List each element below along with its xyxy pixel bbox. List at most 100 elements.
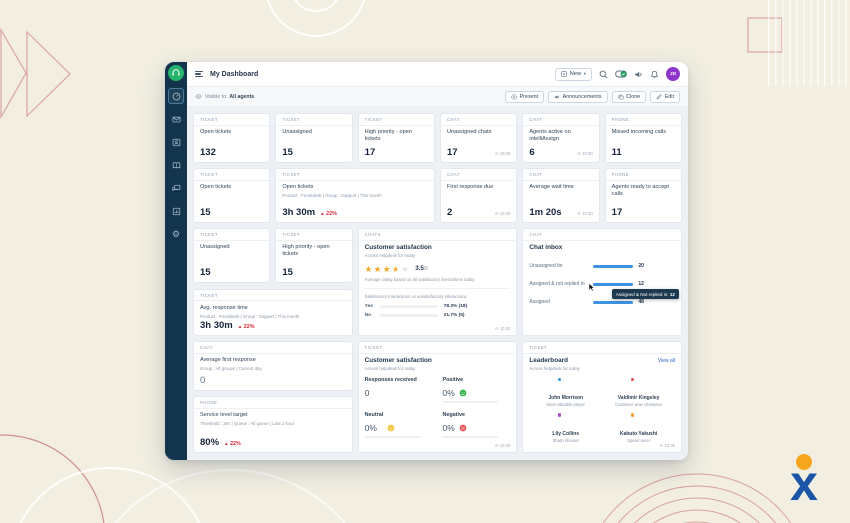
trophy-badge <box>629 376 636 382</box>
copy-icon <box>618 94 624 99</box>
bar-tooltip: Assigned & Not replied in: 12 <box>611 289 679 300</box>
comparison-label: Satisfactory interactions vs unsatisfact… <box>364 294 467 299</box>
arrow-up-icon: ▲ <box>320 211 325 216</box>
decor-concentric-rings <box>602 473 792 523</box>
metric-value: 1m 20s <box>529 207 562 218</box>
positive-cell: Positive 0% <box>442 377 510 403</box>
gear-icon: ⚙ <box>171 228 181 239</box>
clone-button[interactable]: Clone <box>611 90 647 103</box>
view-all-link[interactable]: View all <box>657 358 675 364</box>
freshdesk-logo <box>168 65 184 81</box>
trend-up-badge: ▲ 22% <box>237 324 255 330</box>
panel-subtitle: Across helpdesk for today <box>529 365 580 371</box>
visible-to-value[interactable]: All agents <box>229 93 255 100</box>
metric-value: 6 <box>529 147 535 158</box>
announcements-button[interactable]: Announcements <box>548 90 608 103</box>
leaderboard-person: Lily Collins Sharp shooter <box>529 412 602 443</box>
contact-card-icon <box>172 138 180 146</box>
row4-left-cluster: CHAT Average first response Group : All … <box>193 341 353 453</box>
metric-value: 15 <box>282 267 293 278</box>
sidebar-item-inbox[interactable] <box>168 111 184 127</box>
satisfaction-bar-no: No 21.7% (5) <box>364 313 465 318</box>
sidebar-item-dashboard[interactable] <box>168 88 184 104</box>
widget-leaderboard: TICKET Leaderboard View all Across helpd… <box>522 341 682 453</box>
widget-open-tickets: TICKET Open tickets 132 <box>193 113 271 163</box>
refresh-timestamp: ⟳ 10:30 <box>659 443 675 448</box>
sidebar-item-contacts[interactable] <box>168 134 184 150</box>
rating-value: 3.5/5 <box>415 265 429 273</box>
decor-top-circles <box>266 0 366 37</box>
neutral-cell: Neutral 0% <box>364 412 433 438</box>
widget-ticket-satisfaction: TICKET Customer satisfaction Across help… <box>357 341 518 453</box>
analytics-icon <box>172 207 180 215</box>
search-icon[interactable] <box>599 70 608 79</box>
widget-unassigned-tickets: TICKET Unassigned 15 <box>275 113 353 163</box>
rating-note: Average rating based on all satisfactory… <box>364 277 475 282</box>
new-button-label: New <box>569 71 582 77</box>
sidebar-item-analytics[interactable] <box>168 203 184 219</box>
star-rating-icons: ★★★★★★★★★★ <box>364 263 411 274</box>
metric-value: 15 <box>282 147 293 158</box>
edit-button[interactable]: Edit <box>650 90 680 103</box>
mouse-cursor-icon <box>588 283 595 292</box>
chevron-down-icon: ▾ <box>583 71 586 76</box>
widget-chat-inbox: CHAT Chat inbox Unassigned for 20 Assign… <box>522 228 682 336</box>
refresh-timestamp: ⟳ 10:30 <box>577 151 593 156</box>
inbox-row-assigned-not-replied: Assigned & not replied in 12 <box>529 281 644 287</box>
widget-avg-response-time: TICKET Avg. response time Product : Fres… <box>193 288 353 336</box>
widget-chat-satisfaction: CHATS Customer satisfaction Across helpd… <box>357 228 518 336</box>
availability-toggle-icon[interactable] <box>615 70 627 78</box>
negative-cell: Negative 0% <box>442 412 510 438</box>
metric-value: 17 <box>611 207 623 218</box>
metric-value: 15 <box>200 207 211 218</box>
widget-unassigned-chats: CHAT Unassigned chats 17 ⟳ 10:30 <box>440 113 518 163</box>
widget-service-level-target: PHONE Service level target Threshold : 3… <box>193 396 353 453</box>
panel-title: Leaderboard <box>529 357 569 364</box>
announcements-megaphone-icon[interactable] <box>634 70 643 79</box>
present-icon <box>511 93 517 100</box>
book-icon <box>172 161 180 168</box>
top-bar: My Dashboard New ▾ <box>187 62 688 87</box>
widget-filters: Product : Freshdesk | Group : Support | … <box>200 313 300 319</box>
arrow-up-icon: ▲ <box>237 324 243 329</box>
widget-missed-calls: PHONE Missed incoming calls 11 <box>604 113 682 163</box>
leaderboard-person: Kabuto Yakushi Speed racer <box>602 412 675 443</box>
user-avatar[interactable]: JD <box>666 67 680 81</box>
decor-triangles <box>0 27 71 120</box>
brand-dot <box>796 454 812 470</box>
refresh-timestamp: ⟳ 10:30 <box>495 443 511 448</box>
happy-face-icon <box>459 389 467 396</box>
metric-value: 15 <box>200 267 211 278</box>
sidebar-item-chats[interactable] <box>168 180 184 196</box>
widget-agents-intelliassign: CHAT Agents active on intelliAssign 6 ⟳ … <box>522 113 600 163</box>
page-title: My Dashboard <box>210 70 259 78</box>
sad-face-icon <box>459 424 467 431</box>
toolbar-buttons: Present Announcements Clone Edit <box>505 90 680 103</box>
widget-agents-ready-calls: PHONE Agents ready to accept calls 17 <box>604 168 682 223</box>
svg-text:x: x <box>790 455 818 508</box>
plus-square-icon <box>561 71 567 77</box>
widgets-grid: TICKET Open tickets 132 TICKET Unassigne… <box>187 107 688 460</box>
widget-open-tickets-2: TICKET Open tickets 15 <box>193 168 271 223</box>
metric-value: 17 <box>364 147 376 158</box>
top-actions: New ▾ JD <box>555 67 680 81</box>
widget-filters: Product : Freshdesk | Group : Support | … <box>282 192 382 198</box>
present-button[interactable]: Present <box>505 90 545 103</box>
panel-title: Chat inbox <box>529 244 563 251</box>
widget-average-first-response: CHAT Average first response Group : All … <box>193 341 353 391</box>
widget-open-tickets-filtered: TICKET Open tickets Product : Freshdesk … <box>275 168 435 223</box>
eye-icon <box>195 93 202 100</box>
sidebar-item-settings[interactable]: ⚙ <box>168 226 184 242</box>
widget-average-wait-time: CHAT Average wait time 1m 20s ⟳ 10:30 <box>522 168 600 223</box>
widget-first-response-due: CHAT First response due 2 ⟳ 10:30 <box>440 168 518 223</box>
refresh-timestamp: ⟳ 10:30 <box>495 326 511 331</box>
refresh-timestamp: ⟳ 10:30 <box>495 151 511 156</box>
metric-value: 3h 30m <box>200 320 233 331</box>
sidebar-item-knowledge-base[interactable] <box>168 157 184 173</box>
metric-value: 11 <box>611 147 622 158</box>
notifications-bell-icon[interactable] <box>650 70 659 79</box>
new-button[interactable]: New ▾ <box>555 67 592 81</box>
menu-toggle-icon[interactable] <box>195 70 203 78</box>
